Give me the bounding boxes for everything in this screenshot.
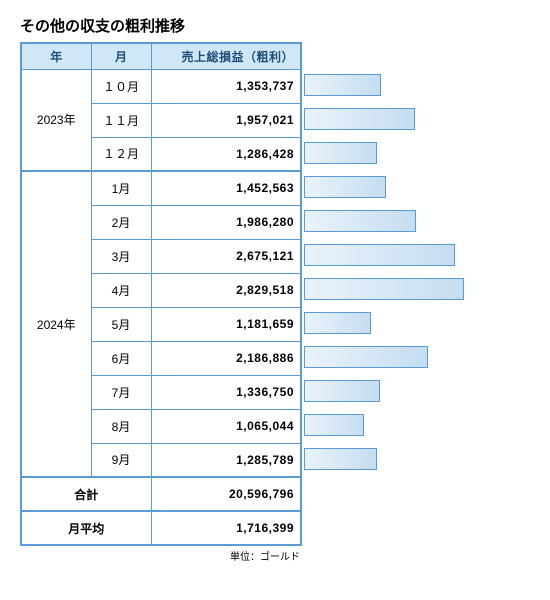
bar-row — [304, 374, 464, 408]
header-row: 年 月 売上総損益（粗利） — [21, 43, 301, 69]
month-cell: 3月 — [91, 239, 151, 273]
bar-row — [304, 272, 464, 306]
table-body: 2023年１０月1,353,737１１月1,957,021１２月1,286,42… — [21, 69, 301, 545]
avg-row: 月平均1,716,399 — [21, 511, 301, 545]
summary-label: 合計 — [21, 477, 151, 511]
month-cell: 4月 — [91, 273, 151, 307]
table-block: 年 月 売上総損益（粗利） 2023年１０月1,353,737１１月1,957,… — [20, 42, 302, 563]
month-cell: １０月 — [91, 69, 151, 103]
header-value: 売上総損益（粗利） — [151, 43, 301, 69]
table-row: 2023年１０月1,353,737 — [21, 69, 301, 103]
table-row: 2024年1月1,452,563 — [21, 171, 301, 205]
month-cell: 6月 — [91, 341, 151, 375]
bar-row — [304, 170, 464, 204]
bar — [304, 142, 377, 164]
total-row: 合計20,596,796 — [21, 477, 301, 511]
bar-chart — [304, 68, 464, 476]
value-cell: 1,065,044 — [151, 409, 301, 443]
content-wrap: 年 月 売上総損益（粗利） 2023年１０月1,353,737１１月1,957,… — [20, 42, 530, 563]
year-cell: 2023年 — [21, 69, 91, 171]
month-cell: 2月 — [91, 205, 151, 239]
header-year: 年 — [21, 43, 91, 69]
month-cell: 5月 — [91, 307, 151, 341]
summary-value: 1,716,399 — [151, 511, 301, 545]
bar — [304, 278, 464, 300]
header-month: 月 — [91, 43, 151, 69]
unit-label: 単位：ゴールド — [20, 548, 300, 563]
value-cell: 1,181,659 — [151, 307, 301, 341]
value-cell: 1,353,737 — [151, 69, 301, 103]
bar — [304, 346, 428, 368]
value-cell: 2,675,121 — [151, 239, 301, 273]
bar-row — [304, 238, 464, 272]
bar-row — [304, 340, 464, 374]
month-cell: 1月 — [91, 171, 151, 205]
summary-value: 20,596,796 — [151, 477, 301, 511]
bar-row — [304, 306, 464, 340]
month-cell: 9月 — [91, 443, 151, 477]
bar — [304, 380, 380, 402]
year-cell: 2024年 — [21, 171, 91, 477]
bar — [304, 176, 386, 198]
bar-row — [304, 102, 464, 136]
bar — [304, 210, 416, 232]
summary-label: 月平均 — [21, 511, 151, 545]
month-cell: 8月 — [91, 409, 151, 443]
bar — [304, 414, 364, 436]
value-cell: 1,286,428 — [151, 137, 301, 171]
bar — [304, 74, 381, 96]
value-cell: 1,986,280 — [151, 205, 301, 239]
bar — [304, 312, 371, 334]
value-cell: 1,336,750 — [151, 375, 301, 409]
value-cell: 1,957,021 — [151, 103, 301, 137]
value-cell: 1,452,563 — [151, 171, 301, 205]
value-cell: 2,829,518 — [151, 273, 301, 307]
bar — [304, 108, 415, 130]
bar-row — [304, 136, 464, 170]
bar-row — [304, 204, 464, 238]
bar-row — [304, 68, 464, 102]
bar-row — [304, 442, 464, 476]
page-title: その他の収支の粗利推移 — [20, 15, 530, 36]
bar-row — [304, 408, 464, 442]
month-cell: １１月 — [91, 103, 151, 137]
month-cell: 7月 — [91, 375, 151, 409]
profit-table: 年 月 売上総損益（粗利） 2023年１０月1,353,737１１月1,957,… — [20, 42, 302, 546]
month-cell: １２月 — [91, 137, 151, 171]
value-cell: 2,186,886 — [151, 341, 301, 375]
value-cell: 1,285,789 — [151, 443, 301, 477]
bar — [304, 244, 455, 266]
bar — [304, 448, 377, 470]
